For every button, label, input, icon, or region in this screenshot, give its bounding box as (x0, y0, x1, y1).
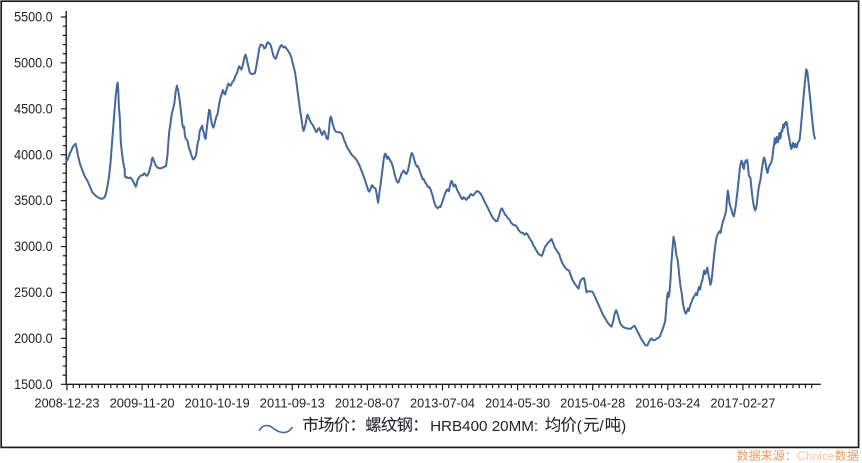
svg-text:2014-05-30: 2014-05-30 (485, 396, 550, 410)
svg-text:3000.0: 3000.0 (14, 239, 53, 254)
svg-text:2017-02-27: 2017-02-27 (710, 396, 775, 410)
svg-text:1500.0: 1500.0 (14, 377, 53, 392)
svg-text:(: ( (577, 418, 582, 435)
svg-text:4500.0: 4500.0 (14, 101, 53, 116)
svg-text:2000.0: 2000.0 (14, 331, 53, 346)
svg-text:2500.0: 2500.0 (14, 285, 53, 300)
svg-text:/: / (599, 418, 604, 435)
svg-text:Choice: Choice (797, 449, 835, 463)
svg-text:2013-07-04: 2013-07-04 (410, 396, 475, 410)
svg-text:2012-08-07: 2012-08-07 (335, 396, 400, 410)
svg-text:2009-11-20: 2009-11-20 (110, 396, 175, 410)
svg-text:4000.0: 4000.0 (14, 147, 53, 162)
svg-text:3500.0: 3500.0 (14, 193, 53, 208)
svg-text:2016-03-24: 2016-03-24 (635, 396, 700, 410)
svg-text:HRB400 20MM:: HRB400 20MM: (430, 418, 538, 435)
svg-text:5000.0: 5000.0 (14, 55, 53, 70)
svg-text:2015-04-28: 2015-04-28 (560, 396, 625, 410)
svg-text:): ) (621, 418, 626, 435)
svg-text:5500.0: 5500.0 (14, 10, 53, 25)
svg-text:2010-10-19: 2010-10-19 (185, 396, 250, 410)
svg-text:2008-12-23: 2008-12-23 (35, 396, 100, 410)
svg-text:2011-09-13: 2011-09-13 (260, 396, 325, 410)
